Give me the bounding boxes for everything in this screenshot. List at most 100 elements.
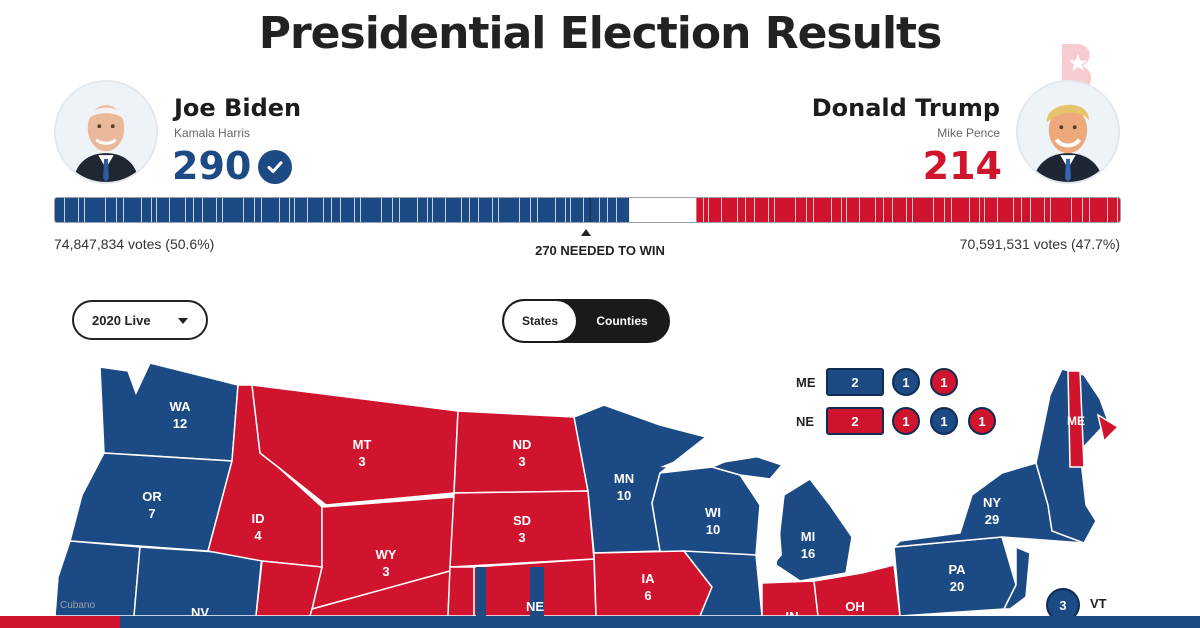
label-wa-ev: 12 <box>173 416 187 431</box>
label-ia: IA <box>642 571 656 586</box>
ne-district-2[interactable]: 1 <box>930 407 958 435</box>
ev-bar-state-divider <box>116 198 117 222</box>
ev-bar-state-divider <box>979 198 980 222</box>
label-sd: SD <box>513 513 531 528</box>
toggle-counties[interactable]: Counties <box>596 314 648 328</box>
state-sd[interactable] <box>449 490 595 568</box>
map-view-toggle[interactable]: States Counties <box>502 299 670 343</box>
ev-bar-state-divider <box>432 198 433 222</box>
ev-bar-state-divider <box>185 198 186 222</box>
ev-bar-state-divider <box>498 198 499 222</box>
ev-bar-state-divider <box>933 198 934 222</box>
ev-bar-biden-segment <box>55 198 630 222</box>
me-statewide-box[interactable]: 2 <box>826 368 884 396</box>
ev-bar-state-divider <box>340 198 341 222</box>
state-mi[interactable] <box>775 478 853 582</box>
state-il[interactable] <box>682 550 763 616</box>
year-select[interactable]: 2020 Live <box>72 300 208 340</box>
state-co[interactable] <box>309 570 451 616</box>
label-wy-ev: 3 <box>382 564 389 579</box>
ev-bar-state-divider <box>1089 198 1090 222</box>
state-nj[interactable] <box>1002 545 1031 610</box>
state-me-tip[interactable] <box>1096 413 1120 443</box>
ev-bar-state-divider <box>78 198 79 222</box>
ev-bar-state-divider <box>565 198 566 222</box>
trump-electoral-votes: 214 <box>922 144 1002 188</box>
ev-bar-state-divider <box>583 198 584 222</box>
biden-popular-votes: 74,847,834 votes (50.6%) <box>54 236 215 252</box>
toggle-states[interactable]: States <box>504 301 576 341</box>
ev-bar-state-divider <box>381 198 382 222</box>
state-me-district[interactable] <box>1067 370 1085 468</box>
ev-bar-state-divider <box>427 198 428 222</box>
ev-bar-state-divider <box>461 198 462 222</box>
ev-bar-state-divider <box>616 198 617 222</box>
label-or: OR <box>142 489 162 504</box>
ev-bar-state-divider <box>570 198 571 222</box>
state-nv[interactable] <box>54 540 141 616</box>
label-oh: OH <box>845 599 865 614</box>
ev-bar-state-divider <box>64 198 65 222</box>
label-wy: WY <box>376 547 397 562</box>
ev-bar-state-divider <box>774 198 775 222</box>
state-or[interactable] <box>69 452 233 552</box>
ne-district-1[interactable]: 1 <box>892 407 920 435</box>
ev-bar-state-divider <box>478 198 479 222</box>
label-pa-ev: 20 <box>950 579 964 594</box>
label-mi: MI <box>801 529 815 544</box>
trump-avatar <box>1016 80 1120 184</box>
label-sd-ev: 3 <box>518 530 525 545</box>
ev-bar-state-divider <box>721 198 722 222</box>
ev-bar-state-divider <box>1082 198 1083 222</box>
ev-bar-state-divider <box>360 198 361 222</box>
ev-bar-state-divider <box>469 198 470 222</box>
ev-bar-state-divider <box>806 198 807 222</box>
state-oh[interactable] <box>813 564 901 616</box>
ev-bar-state-divider <box>912 198 913 222</box>
chevron-down-icon <box>178 318 188 324</box>
state-ne-west[interactable] <box>447 566 475 616</box>
state-nd[interactable] <box>453 410 589 494</box>
trump-running-mate: Mike Pence <box>937 126 1000 140</box>
ev-bar-state-divider <box>795 198 796 222</box>
ev-bar-state-divider <box>883 198 884 222</box>
biden-running-mate: Kamala Harris <box>174 126 251 140</box>
ev-bar-state-divider <box>354 198 355 222</box>
me-district-2[interactable]: 1 <box>930 368 958 396</box>
label-or-ev: 7 <box>148 506 155 521</box>
label-nv: NV <box>191 605 209 616</box>
ev-bar-state-divider <box>984 198 985 222</box>
ev-bar-state-divider <box>708 198 709 222</box>
ev-bar-state-divider <box>216 198 217 222</box>
biden-electoral-votes: 290 <box>172 144 252 188</box>
watermark: Cubano <box>60 600 96 611</box>
ev-bar-state-divider <box>1013 198 1014 222</box>
me-split-label: ME <box>796 375 816 390</box>
year-select-value: 2020 Live <box>92 312 151 328</box>
label-ia-ev: 6 <box>644 588 651 603</box>
us-electoral-map[interactable]: WA 12 OR 7 ID 4 MT 3 WY 3 ND 3 SD 3 NE M… <box>0 355 1200 616</box>
bottom-accent-bar <box>0 616 1200 628</box>
state-ne-district-line-2 <box>530 567 544 616</box>
ev-bar-state-divider <box>754 198 755 222</box>
page-title: Presidential Election Results <box>258 8 943 59</box>
ev-bar-state-divider <box>944 198 945 222</box>
label-me: ME <box>1067 414 1085 428</box>
label-ne: NE <box>526 599 544 614</box>
ev-bar-state-divider <box>169 198 170 222</box>
ev-bar-state-divider <box>151 198 152 222</box>
state-in[interactable] <box>761 580 819 616</box>
state-ut[interactable] <box>255 560 323 616</box>
ev-bar-state-divider <box>222 198 223 222</box>
ev-bar-state-divider <box>537 198 538 222</box>
ev-bar-state-divider <box>951 198 952 222</box>
ev-bar-state-divider <box>1117 198 1118 222</box>
ne-statewide-box[interactable]: 2 <box>826 407 884 435</box>
ev-bar-state-divider <box>841 198 842 222</box>
me-district-1[interactable]: 1 <box>892 368 920 396</box>
ne-district-3[interactable]: 1 <box>968 407 996 435</box>
ev-bar-state-divider <box>1071 198 1072 222</box>
ev-bar-state-divider <box>156 198 157 222</box>
ev-bar-state-divider <box>307 198 308 222</box>
label-wa: WA <box>170 399 192 414</box>
